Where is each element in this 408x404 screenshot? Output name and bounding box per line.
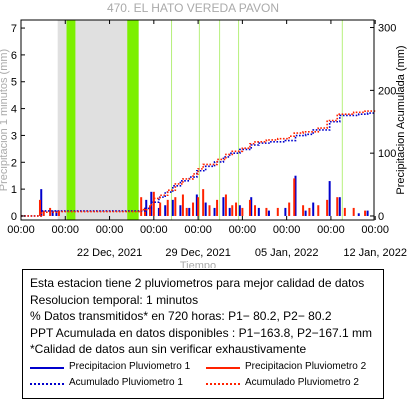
- accumulated-line: [21, 110, 376, 217]
- chart-title: 470. EL HATO VEREDA PAVON: [107, 1, 279, 15]
- right-axis: 0 100 200 300: [370, 23, 396, 223]
- note-line-3: % Datos transmitidos* en 720 horas: P1− …: [30, 309, 332, 323]
- x-time-label: 00:00: [140, 224, 168, 236]
- gap-band: [66, 20, 76, 220]
- info-legend-box: Esta estacion tiene 2 pluviometros para …: [22, 269, 384, 399]
- left-tick-label: 7: [11, 23, 17, 35]
- right-tick-label: 200: [378, 85, 396, 97]
- legend-label-p1-precip: Precipitacion Pluviometro 1: [69, 361, 191, 372]
- y-axis-right-label: Precipitacion Acumulada (mm): [395, 45, 407, 194]
- x-time-label: 00:00: [96, 224, 124, 236]
- x-axis-label: Tiempo: [180, 260, 216, 268]
- left-tick-label: 4: [11, 104, 17, 116]
- legend-label-p2-precip: Precipitacion Pluviometro 2: [245, 361, 367, 372]
- accumulated-line: [21, 112, 376, 217]
- plot-frame: [20, 19, 375, 221]
- legend-swatch-p2-precip: [206, 367, 240, 369]
- x-date-label: 05 Jan, 2022: [255, 247, 319, 259]
- x-time-label: 00:00: [317, 224, 345, 236]
- x-time-label: 00:00: [273, 224, 301, 236]
- legend-swatch-p1-accum: [30, 383, 64, 385]
- precipitation-chart: 470. EL HATO VEREDA PAVON 0 1 2 3 4 5 6 7 0 100 2…: [0, 0, 408, 268]
- x-time-label: 00:00: [361, 224, 389, 236]
- x-date-label: 29 Dec, 2021: [165, 247, 230, 259]
- x-date-label: 12 Jan, 2022: [343, 247, 407, 259]
- left-tick-label: 6: [11, 50, 17, 62]
- note-line-2: Resolucion temporal: 1 minutos: [30, 293, 199, 307]
- x-time-label: 00:00: [229, 224, 257, 236]
- accumulated-lines-layer: [21, 110, 376, 217]
- left-tick-label: 5: [11, 77, 17, 89]
- left-tick-label: 2: [11, 157, 17, 169]
- x-time-label: 00:00: [52, 224, 80, 236]
- left-tick-label: 0: [11, 211, 17, 223]
- marker-lines-layer: [171, 20, 343, 220]
- note-line-4: PPT Acumulada en datos disponibles : P1−…: [30, 326, 372, 340]
- x-date-label: 22 Dec, 2021: [77, 247, 142, 259]
- x-axis: 00:00 00:00 00:00 00:00 00:00 00:00 00:00 00:00…: [7, 20, 407, 259]
- right-tick-label: 300: [378, 23, 396, 35]
- legend-swatch-p2-accum: [206, 383, 240, 385]
- x-time-label: 00:00: [7, 224, 35, 236]
- right-tick-label: 0: [378, 211, 384, 223]
- gap-band: [127, 20, 139, 220]
- note-line-5: *Calidad de datos aun sin verificar exha…: [30, 342, 307, 356]
- bars-layer: [38, 175, 369, 216]
- legend-label-p1-accum: Acumulado Pluviometro 1: [69, 377, 183, 388]
- left-axis: 0 1 2 3 4 5 6 7: [11, 23, 25, 223]
- left-tick-label: 3: [11, 130, 17, 142]
- legend-swatch-p1-precip: [30, 367, 64, 369]
- x-time-label: 00:00: [184, 224, 212, 236]
- note-line-1: Esta estacion tiene 2 pluviometros para …: [30, 276, 365, 290]
- shading-layer: [57, 20, 139, 220]
- y-axis-left-label: Precipitacion 1 minutos (mm): [0, 49, 10, 191]
- legend-label-p2-accum: Acumulado Pluviometro 2: [245, 377, 359, 388]
- left-tick-label: 1: [11, 184, 17, 196]
- right-tick-label: 100: [378, 148, 396, 160]
